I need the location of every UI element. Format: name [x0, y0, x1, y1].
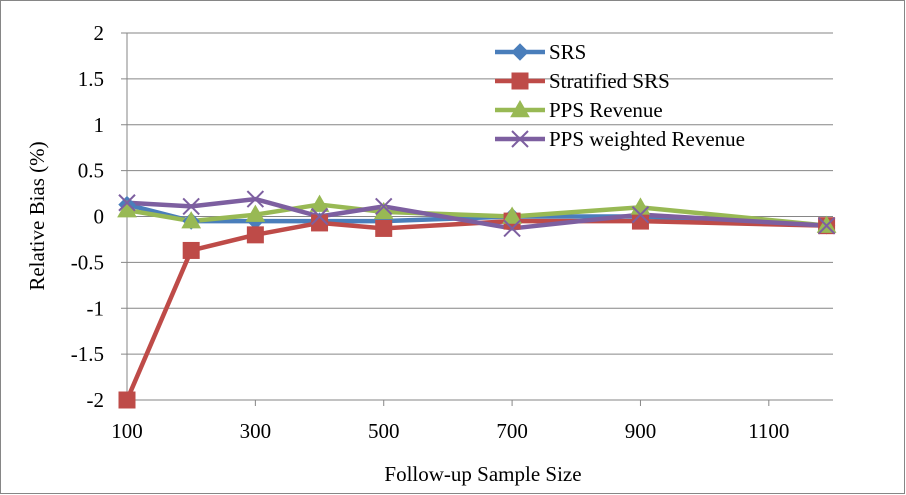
- x-tick-label-5: 1100: [748, 419, 789, 443]
- x-tick-label-1: 300: [240, 419, 272, 443]
- data-point-s2-1: [181, 211, 202, 229]
- y-tick-label-1: 1.5: [78, 67, 104, 91]
- data-point-s3-2: [246, 190, 265, 208]
- y-tick-label-4: 0: [94, 205, 105, 229]
- legend-label-3: PPS weighted Revenue: [549, 127, 745, 151]
- series-line-2: [124, 202, 829, 228]
- legend-marker-1: [511, 72, 529, 90]
- y-tick-label-6: -1: [87, 296, 105, 320]
- x-axis-title: Follow-up Sample Size: [384, 462, 581, 486]
- y-tick-label-3: 0.5: [78, 159, 104, 183]
- legend-label-2: PPS Revenue: [549, 98, 663, 122]
- x-tick-label-4: 900: [625, 419, 657, 443]
- data-point-s3-3: [310, 207, 329, 226]
- legend-marker-2: [510, 99, 530, 118]
- data-point-s2-2: [245, 204, 266, 222]
- data-point-s1-3: [311, 214, 329, 232]
- x-tick-label-0: 100: [111, 419, 143, 443]
- legend-label-0: SRS: [549, 40, 586, 64]
- y-axis-title: Relative Bias (%): [25, 141, 49, 290]
- data-point-s3-0: [118, 194, 136, 212]
- legend-marker-0: [511, 43, 529, 61]
- y-tick-label-5: -0.5: [71, 250, 104, 274]
- y-tick-label-7: -1.5: [71, 342, 104, 366]
- y-tick-label-8: -2: [87, 388, 105, 412]
- data-point-s3-6: [631, 205, 650, 224]
- series-line-3: [124, 196, 829, 231]
- series-line-1: [124, 218, 829, 403]
- legend-marker-3: [511, 130, 529, 148]
- x-tick-label-2: 500: [368, 419, 400, 443]
- data-point-s2-3: [309, 194, 330, 212]
- data-point-s1-0: [118, 391, 136, 409]
- data-point-s3-5: [503, 219, 521, 238]
- data-point-s2-5: [502, 206, 522, 224]
- x-tick-label-3: 700: [496, 419, 528, 443]
- series-lines: [124, 196, 829, 403]
- series-markers: [117, 190, 837, 409]
- legend-label-1: Stratified SRS: [549, 69, 670, 93]
- data-point-s3-4: [375, 197, 393, 216]
- y-tick-label-2: 1: [94, 113, 105, 137]
- data-point-s3-1: [182, 197, 200, 216]
- data-point-s3-7: [817, 216, 836, 235]
- y-tick-label-0: 2: [94, 21, 105, 45]
- data-point-s1-4: [375, 219, 393, 237]
- data-point-s1-1: [182, 241, 200, 259]
- data-point-s1-2: [246, 226, 264, 244]
- legend: SRS Stratified SRS PPS Revenue PPS weighted…: [495, 40, 745, 151]
- data-point-s2-0: [117, 200, 137, 218]
